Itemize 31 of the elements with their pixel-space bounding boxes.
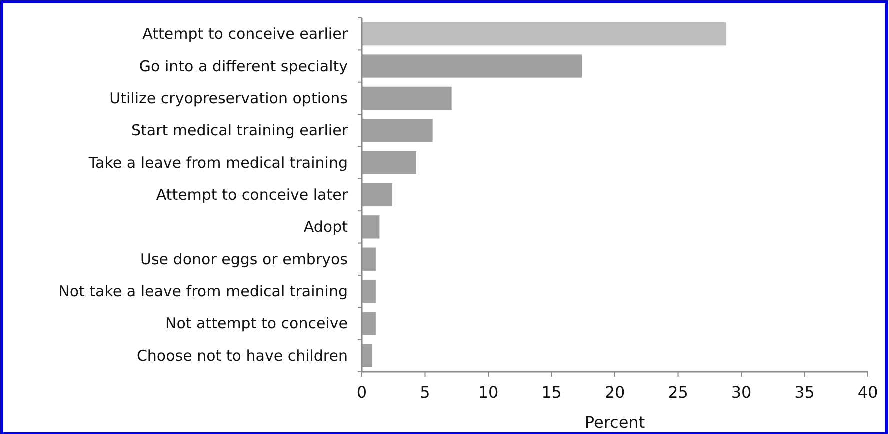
y-tick-label: Attempt to conceive earlier xyxy=(142,25,349,44)
bar xyxy=(362,248,376,271)
y-tick-label: Choose not to have children xyxy=(136,346,348,365)
x-tick-label: 15 xyxy=(542,383,562,402)
bar xyxy=(362,312,376,336)
x-tick-label: 25 xyxy=(668,383,688,402)
bar xyxy=(362,280,376,304)
y-tick-label: Start medical training earlier xyxy=(131,122,349,140)
y-tick-label: Adopt xyxy=(304,218,348,236)
x-axis-title: Percent xyxy=(584,413,646,432)
bar xyxy=(362,183,392,207)
x-tick-label: 20 xyxy=(604,383,626,402)
bar xyxy=(362,151,416,174)
y-tick-label: Go into a different specialty xyxy=(139,57,348,76)
y-tick-label: Attempt to conceive later xyxy=(156,186,349,204)
y-tick-label: Not take a leave from medical training xyxy=(58,282,348,301)
x-tick-label: 10 xyxy=(478,383,499,402)
y-tick-label: Not attempt to conceive xyxy=(165,314,348,333)
y-tick-label: Utilize cryopreservation options xyxy=(110,89,348,108)
y-tick-label: Use donor eggs or embryos xyxy=(140,250,348,268)
x-tick-label: 5 xyxy=(420,383,430,402)
bar xyxy=(362,119,433,142)
bar xyxy=(362,22,726,46)
x-tick-label: 30 xyxy=(731,383,752,402)
y-tick-label: Take a leave from medical training xyxy=(88,154,348,172)
x-tick-label: 0 xyxy=(356,383,368,402)
x-tick-label: 35 xyxy=(794,383,815,402)
x-tick-label: 40 xyxy=(858,383,878,402)
bar xyxy=(362,86,452,110)
bar xyxy=(362,216,380,239)
bar xyxy=(362,54,582,78)
